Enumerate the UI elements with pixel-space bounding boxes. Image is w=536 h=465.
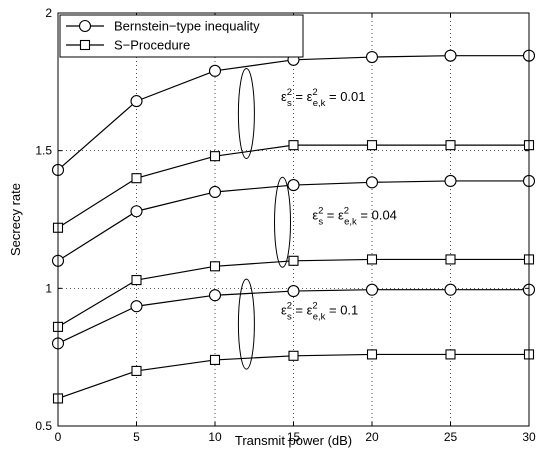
- square-marker: [288, 140, 299, 151]
- square-marker: [131, 275, 142, 286]
- y-tick-label: 1: [45, 281, 52, 295]
- circle-marker: [287, 285, 300, 298]
- circle-marker: [365, 51, 379, 64]
- annotation-ellipse: [274, 176, 292, 268]
- x-tick-label: 30: [522, 430, 536, 444]
- square-marker: [445, 254, 456, 265]
- y-tick-label: 0.5: [35, 419, 52, 433]
- legend-circle-marker: [78, 19, 92, 33]
- annotation-1: ε2 s = ε2 e,k = 0.01: [237, 67, 366, 159]
- circle-marker: [130, 205, 143, 218]
- square-marker: [366, 349, 378, 360]
- circle-marker: [444, 174, 457, 188]
- annotation-ellipse: [237, 278, 255, 370]
- square-marker: [445, 349, 456, 360]
- square-marker: [366, 140, 378, 151]
- legend-label: S−Procedure: [114, 38, 190, 53]
- circle-marker: [365, 176, 379, 189]
- circle-marker: [287, 179, 300, 192]
- annotation-2: ε2 s = ε2 e,k = 0.04: [274, 176, 397, 268]
- x-tick-label: 20: [365, 430, 379, 444]
- plot-frame: [57, 12, 530, 427]
- x-tick-label: 25: [444, 430, 458, 444]
- annotation-label: ε2 s = ε2 e,k = 0.04: [312, 206, 397, 228]
- tick-layer: 0 5 10 15 20 25 30 0.5 1 1.5 2: [35, 6, 536, 444]
- legend-item: Bernstein−type inequality: [66, 19, 260, 34]
- annotation-label: ε2 s = ε2 e,k = 0.1: [281, 300, 358, 322]
- series-6: [52, 349, 535, 404]
- x-tick-label: 15: [287, 430, 301, 444]
- x-tick-label: 10: [208, 430, 222, 444]
- square-marker: [288, 255, 299, 266]
- annotation-ellipse: [237, 67, 255, 159]
- circle-marker: [444, 283, 457, 296]
- legend-item: S−Procedure: [66, 38, 190, 53]
- legend-square-marker: [79, 39, 91, 51]
- legend-box: [59, 14, 304, 58]
- square-marker: [288, 350, 299, 361]
- series-1: [51, 49, 536, 176]
- square-marker: [445, 140, 456, 151]
- annotation-3: ε2 s = ε2 e,k = 0.1: [237, 278, 358, 370]
- grid: [58, 13, 529, 426]
- y-axis-label: Secrecy rate: [8, 183, 23, 256]
- square-marker: [209, 354, 221, 365]
- x-tick-label: 5: [133, 430, 140, 444]
- x-axis-label: Transmit power (dB): [235, 433, 352, 448]
- circle-marker: [365, 283, 379, 296]
- legend: Bernstein−type inequality S−Procedure: [59, 14, 304, 58]
- circle-marker: [208, 185, 222, 199]
- square-marker: [366, 254, 378, 265]
- circle-marker: [444, 49, 457, 62]
- square-marker: [209, 261, 221, 272]
- circle-marker: [208, 64, 222, 77]
- circle-marker: [130, 300, 143, 313]
- circle-marker: [208, 289, 222, 302]
- square-marker: [131, 173, 142, 184]
- y-tick-label: 1.5: [35, 144, 52, 158]
- square-marker: [131, 365, 142, 376]
- square-marker: [209, 151, 221, 162]
- series-line: [57, 180, 529, 262]
- x-tick-label: 0: [55, 430, 62, 444]
- annotation-layer: ε2 s = ε2 e,k = 0.01 ε2 s = ε2 e,k = 0.04 ε2 s …: [237, 67, 397, 370]
- series-3: [51, 174, 536, 267]
- y-tick-label: 2: [45, 6, 52, 20]
- series-line: [57, 55, 529, 171]
- circle-marker: [130, 95, 143, 108]
- annotation-label: ε2 s = ε2 e,k = 0.01: [281, 87, 366, 109]
- legend-label: Bernstein−type inequality: [114, 19, 260, 34]
